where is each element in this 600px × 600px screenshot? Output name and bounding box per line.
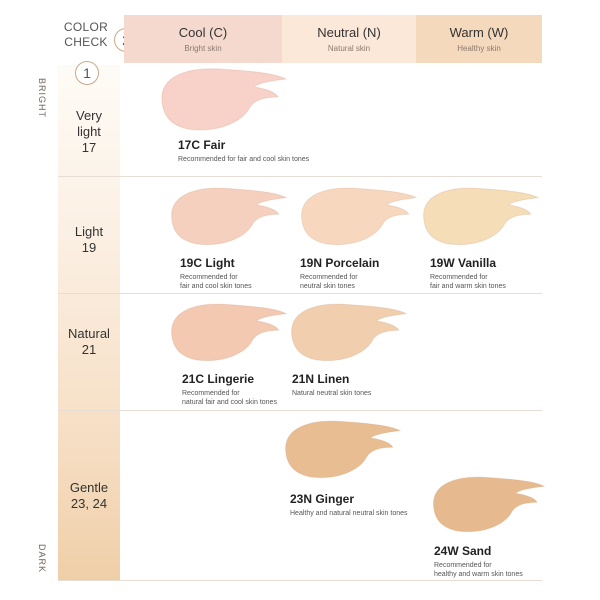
shade-description: Recommended for <box>300 274 358 281</box>
shade-name: 17C Fair <box>178 138 226 152</box>
column-subtitle: Natural skin <box>327 44 371 53</box>
swatch-19w-vanilla <box>423 187 540 245</box>
shade-description: natural fair and cool skin tones <box>182 399 277 406</box>
row-label-line: 21 <box>81 342 97 357</box>
column-subtitle: Bright skin <box>184 44 222 53</box>
shade-24w-sand: 24W Sand Recommended for healthy and war… <box>434 544 523 579</box>
column-title: Neutral (N) <box>317 25 381 40</box>
shade-description: Natural neutral skin tones <box>292 390 372 397</box>
shade-19n-porcelain: 19N Porcelain Recommended for neutral sk… <box>300 256 379 291</box>
row-label-line: Very <box>75 108 102 123</box>
shade-name: 24W Sand <box>434 544 492 558</box>
column-header-neutral: Neutral (N) Natural skin <box>282 15 416 63</box>
axis-bright-label: BRIGHT <box>37 78 47 119</box>
color-check-label: COLOR CHECK <box>58 20 114 50</box>
column-subtitle: Healthy skin <box>457 44 501 53</box>
swatch-21n-linen <box>291 303 408 361</box>
shade-21n-linen: 21N Linen Natural neutral skin tones <box>292 372 371 398</box>
swatch-23n-ginger <box>285 420 402 478</box>
shade-name: 21C Lingerie <box>182 372 255 386</box>
shade-17c-fair: 17C Fair Recommended for fair and cool s… <box>178 138 309 164</box>
row-divider <box>58 410 542 411</box>
shade-description: Recommended for <box>430 274 488 281</box>
shade-description: neutral skin tones <box>300 283 355 290</box>
row-label-gentle: Gentle 23, 24 <box>58 480 120 512</box>
row-label-line: light <box>77 124 101 139</box>
brightness-gradient-bar <box>58 65 120 580</box>
shade-description: Recommended for <box>180 274 238 281</box>
row-divider <box>58 580 542 581</box>
column-header-warm: Warm (W) Healthy skin <box>416 15 542 63</box>
swatch-17c-fair <box>161 68 288 131</box>
row-label-natural: Natural 21 <box>58 326 120 358</box>
color-check-line-2: CHECK <box>64 35 108 49</box>
shade-19w-vanilla: 19W Vanilla Recommended for fair and war… <box>430 256 506 291</box>
row-divider <box>58 176 542 177</box>
row-divider <box>58 293 542 294</box>
column-title: Warm (W) <box>449 25 509 40</box>
shade-21c-lingerie: 21C Lingerie Recommended for natural fai… <box>182 372 277 407</box>
shade-description: Healthy and natural neutral skin tones <box>290 510 408 517</box>
shade-description: Recommended for <box>182 390 240 397</box>
shade-19c-light: 19C Light Recommended for fair and cool … <box>180 256 252 291</box>
step-1-badge: 1 <box>75 61 99 85</box>
row-label-line: Light <box>74 224 104 239</box>
swatch-19c-light <box>171 187 288 245</box>
row-label-line: 17 <box>81 140 97 155</box>
color-check-line-1: COLOR <box>63 20 109 34</box>
shade-name: 23N Ginger <box>290 492 355 506</box>
row-label-line: 23, 24 <box>70 496 108 511</box>
row-label-light: Light 19 <box>58 224 120 256</box>
shade-name: 19N Porcelain <box>300 256 380 270</box>
row-label-line: Gentle <box>69 480 109 495</box>
shade-name: 21N Linen <box>292 372 350 386</box>
shade-description: fair and warm skin tones <box>430 283 506 290</box>
row-label-very-light: Very light 17 <box>58 108 120 156</box>
column-title: Cool (C) <box>178 25 228 40</box>
shade-description: healthy and warm skin tones <box>434 571 523 578</box>
swatch-19n-porcelain <box>301 187 418 245</box>
row-label-line: 19 <box>81 240 97 255</box>
swatch-24w-sand <box>433 476 546 533</box>
column-header-cool: Cool (C) Bright skin <box>124 15 282 63</box>
shade-23n-ginger: 23N Ginger Healthy and natural neutral s… <box>290 492 408 518</box>
row-label-line: Natural <box>68 326 110 341</box>
shade-name: 19W Vanilla <box>430 256 497 270</box>
shade-description: Recommended for fair and cool skin tones <box>178 156 310 163</box>
swatch-21c-lingerie <box>171 303 288 361</box>
shade-name: 19C Light <box>180 256 235 270</box>
shade-description: fair and cool skin tones <box>180 283 252 290</box>
shade-description: Recommended for <box>434 562 492 569</box>
axis-dark-label: DARK <box>37 544 47 574</box>
